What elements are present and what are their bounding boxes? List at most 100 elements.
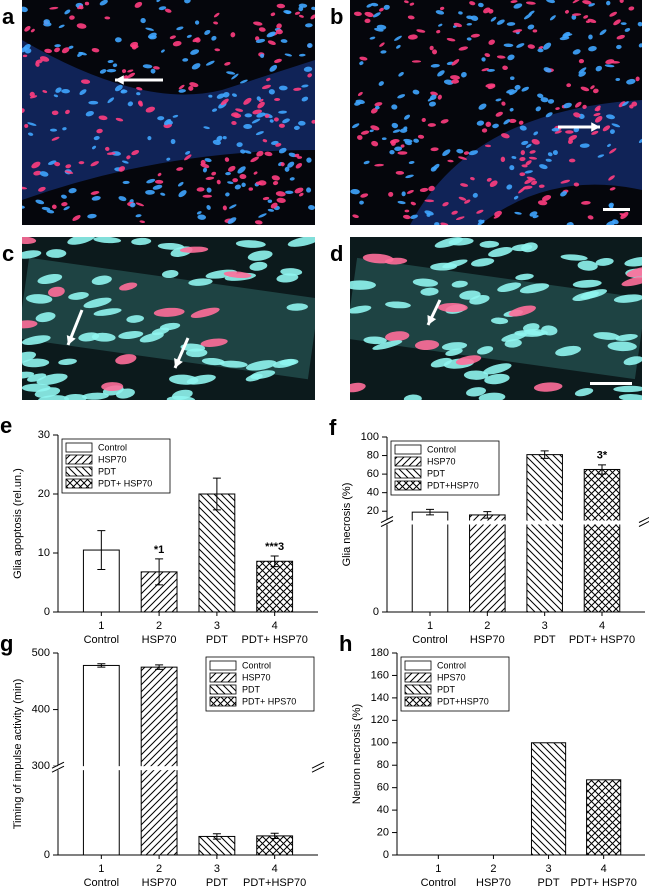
nucleus — [381, 137, 387, 141]
nucleus — [112, 63, 118, 68]
nucleus — [115, 388, 135, 399]
nucleus — [491, 317, 509, 325]
nucleus — [145, 189, 155, 195]
nucleus — [451, 280, 468, 288]
x-tick-number: 4 — [272, 620, 278, 632]
nucleus — [506, 184, 513, 190]
nucleus — [466, 23, 473, 26]
nucleus — [58, 358, 77, 366]
nucleus — [150, 68, 156, 74]
nucleus — [546, 0, 556, 4]
glow — [22, 257, 315, 380]
error-bar — [212, 833, 221, 840]
nucleus — [250, 156, 259, 163]
nucleus — [293, 125, 300, 130]
y-tick-label: 60 — [367, 468, 379, 480]
nucleus — [626, 266, 642, 278]
y-axis-label: Timing of impulse activity (min) — [12, 679, 24, 830]
nucleus — [120, 89, 126, 93]
nucleus — [202, 194, 213, 198]
error-bar — [426, 508, 434, 516]
nucleus — [428, 101, 436, 107]
nucleus — [580, 86, 590, 92]
nucleus — [609, 11, 618, 17]
nucleus — [531, 138, 540, 145]
nucleus — [54, 161, 61, 167]
nucleus — [105, 146, 110, 151]
x-tick-number: 1 — [427, 620, 433, 632]
bar — [469, 514, 506, 613]
nucleus — [224, 157, 230, 162]
panel-letter: d — [330, 241, 343, 266]
legend-swatch — [65, 466, 93, 477]
nucleus — [578, 59, 585, 64]
nucleus — [532, 215, 539, 219]
nucleus — [477, 346, 494, 355]
legend-swatch — [209, 660, 237, 671]
nucleus — [578, 67, 587, 74]
nucleus — [566, 83, 572, 88]
nucleus — [301, 96, 309, 102]
nucleus — [22, 237, 37, 244]
axis-break-gap — [379, 520, 649, 525]
panel-letter: g — [0, 631, 13, 656]
nucleus — [416, 29, 426, 33]
nucleus — [573, 112, 581, 118]
nucleus — [63, 393, 87, 400]
nucleus — [506, 22, 516, 26]
nucleus — [429, 45, 434, 51]
nucleus — [624, 256, 642, 267]
nucleus — [303, 66, 313, 72]
nucleus — [93, 135, 100, 141]
nucleus — [568, 134, 578, 141]
y-tick-label: 300 — [32, 760, 50, 772]
y-axis-label: Glia necrosis (%) — [341, 483, 353, 567]
nucleus — [459, 290, 481, 300]
y-tick-label: 0 — [44, 606, 50, 618]
nucleus — [84, 1, 90, 6]
nucleus — [205, 60, 215, 66]
nucleus — [615, 78, 621, 82]
nucleus — [55, 87, 62, 93]
nucleus — [244, 113, 253, 118]
nucleus — [166, 157, 171, 161]
scale-bar — [590, 382, 632, 385]
nucleus — [178, 190, 187, 198]
nucleus — [587, 18, 597, 24]
nucleus — [619, 213, 626, 217]
nucleus — [412, 278, 438, 287]
nucleus — [565, 130, 574, 134]
nucleus — [514, 84, 521, 90]
nucleus — [243, 124, 253, 129]
nucleus — [397, 151, 408, 155]
nucleus — [264, 114, 270, 118]
nucleus — [436, 29, 441, 34]
nucleus — [599, 29, 607, 36]
nucleus — [243, 97, 252, 105]
nucleus — [151, 327, 170, 336]
nucleus — [581, 200, 591, 205]
nucleus — [164, 8, 172, 13]
nucleus — [391, 122, 399, 129]
nucleus — [609, 187, 616, 191]
nucleus — [68, 292, 89, 300]
nucleus — [208, 94, 213, 98]
nucleus — [194, 20, 200, 25]
panel-letter: e — [0, 413, 12, 438]
nucleus — [611, 123, 621, 128]
nucleus — [147, 135, 152, 141]
nucleus — [211, 108, 218, 112]
legend-label: Control — [98, 442, 127, 452]
nucleus — [227, 181, 234, 185]
nucleus — [130, 202, 136, 208]
nucleus — [521, 140, 529, 146]
nucleus — [434, 222, 440, 225]
nucleus — [219, 360, 248, 368]
nucleus — [506, 89, 515, 94]
nucleus — [488, 39, 495, 45]
nucleus — [411, 60, 422, 63]
nucleus — [258, 213, 267, 218]
nucleus — [83, 297, 112, 309]
nucleus — [592, 88, 599, 94]
nucleus — [294, 11, 301, 15]
